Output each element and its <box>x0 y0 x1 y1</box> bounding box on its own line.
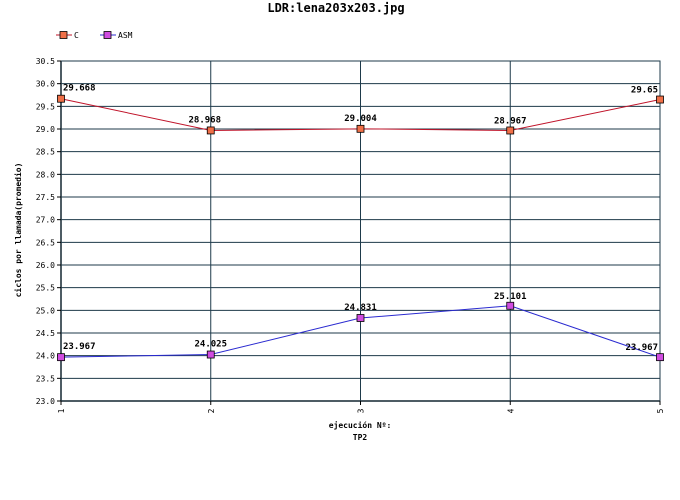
legend-marker <box>59 31 68 39</box>
y-tick-label: 24.0 <box>36 352 55 361</box>
y-tick-label: 29.5 <box>36 102 55 111</box>
data-point-marker <box>506 126 515 135</box>
data-point-marker <box>356 124 365 133</box>
y-tick-label: 27.0 <box>36 216 55 225</box>
x-tick-label: 2 <box>207 408 216 413</box>
x-axis-ticks: 1 2 3 4 5 <box>57 401 665 413</box>
y-tick-label: 25.0 <box>36 306 55 315</box>
legend-marker <box>103 31 112 39</box>
x-tick-label: 3 <box>357 408 366 413</box>
data-point-marker <box>506 301 515 310</box>
y-tick-label: 29.0 <box>36 125 55 134</box>
legend-item-c: C <box>56 31 79 40</box>
legend: C ASM <box>56 31 133 40</box>
y-tick-label: 30.5 <box>36 57 55 66</box>
data-label: 29.668 <box>63 84 96 94</box>
series-asm: 23.967 24.025 24.831 25.101 23.967 <box>57 292 664 362</box>
data-label: 29.65 <box>631 86 658 96</box>
y-tick-label: 28.0 <box>36 170 55 179</box>
data-label: 28.967 <box>494 116 527 126</box>
chart-title: LDR:lena203x203.jpg <box>267 1 404 15</box>
legend-label: ASM <box>118 31 133 40</box>
y-tick-label: 23.0 <box>36 397 55 406</box>
data-point-marker <box>656 353 664 362</box>
data-point-marker <box>57 353 65 362</box>
data-label: 23.967 <box>625 343 658 353</box>
data-point-marker <box>356 314 365 322</box>
data-point-marker <box>656 95 664 104</box>
data-label: 24.831 <box>344 303 377 313</box>
data-label: 25.101 <box>494 292 527 302</box>
x-tick-label: 1 <box>57 408 66 413</box>
x-tick-label: 5 <box>656 408 665 413</box>
y-axis-ticks: 23.0 23.5 24.0 24.5 25.0 25.5 26.0 26.5 27.0 27.5… <box>36 57 61 406</box>
series-layer: 29.668 28.968 29.004 28.967 29.65 23.967 24.02… <box>57 84 664 362</box>
y-tick-label: 26.0 <box>36 261 55 270</box>
series-c: 29.668 28.968 29.004 28.967 29.65 <box>57 84 664 135</box>
y-tick-label: 23.5 <box>36 374 55 383</box>
y-tick-label: 25.5 <box>36 284 55 293</box>
data-point-marker <box>57 94 65 103</box>
y-tick-label: 28.5 <box>36 148 55 157</box>
gridlines <box>60 60 661 402</box>
x-tick-label: 4 <box>506 408 515 413</box>
data-point-marker <box>206 350 215 359</box>
data-label: 23.967 <box>63 342 96 352</box>
y-tick-label: 30.0 <box>36 80 55 89</box>
legend-label: C <box>74 31 79 40</box>
x-axis-label: ejecución Nº: <box>329 420 392 430</box>
data-label: 29.004 <box>344 114 377 124</box>
data-point-marker <box>206 126 215 135</box>
y-tick-label: 27.5 <box>36 193 55 202</box>
legend-item-asm: ASM <box>100 31 133 40</box>
y-tick-label: 24.5 <box>36 329 55 338</box>
y-tick-label: 26.5 <box>36 238 55 247</box>
data-label: 28.968 <box>188 115 221 125</box>
y-axis-label: ciclos por llamada(promedio) <box>13 163 23 298</box>
x-axis-sublabel: TP2 <box>353 433 368 442</box>
data-label: 24.025 <box>194 340 227 350</box>
